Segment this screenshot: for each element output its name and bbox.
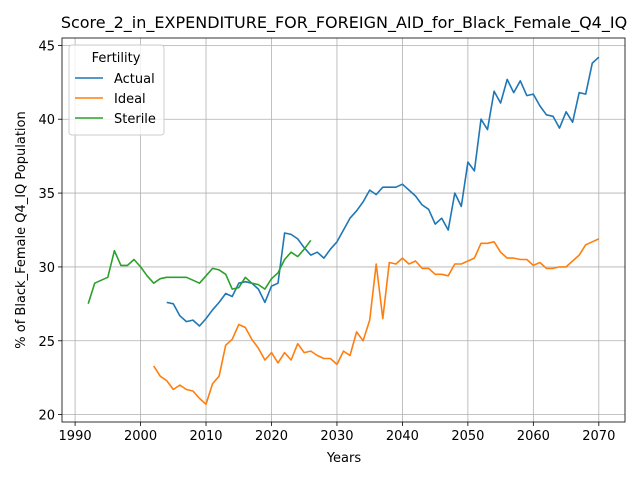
x-tick-label: 2070 [582,429,615,444]
series-layer [87,56,600,406]
y-axis-label: % of Black_Female Q4_IQ Population [14,111,29,348]
y-tick-label: 35 [38,187,55,202]
x-tick-label: 2000 [124,429,157,444]
legend-title: Fertility [92,51,141,66]
x-tick-label: 1990 [59,429,92,444]
x-tick-label: 2020 [255,429,288,444]
x-tick-label: 2040 [386,429,419,444]
chart-title: Score_2_in_EXPENDITURE_FOR_FOREIGN_AID_f… [61,13,627,33]
x-tick-label: 2030 [320,429,353,444]
x-axis: 1990 2000 2010 2020 2030 2040 2050 2060 2070 [59,422,615,444]
plot-frame [61,37,626,423]
y-tick-label: 40 [38,113,55,128]
series-line-ideal [153,238,600,406]
legend-box [68,44,165,136]
y-tick-label: 45 [38,39,55,54]
grid [62,38,625,422]
series-line-actual [166,56,600,327]
legend-label-actual: Actual [114,72,155,87]
legend-label-ideal: Ideal [114,92,146,107]
x-axis-label: Years [326,451,362,466]
x-tick-label: 2060 [517,429,550,444]
legend-entries: Actual Ideal Sterile [75,72,156,127]
legend: Fertility Actual Ideal Sterile [68,44,165,136]
y-axis: 20 25 30 35 40 45 [38,39,62,424]
series-line-sterile [87,239,312,305]
y-tick-label: 25 [38,335,55,350]
x-tick-label: 2010 [189,429,222,444]
legend-label-sterile: Sterile [114,112,156,127]
y-tick-label: 30 [38,261,55,276]
x-tick-label: 2050 [451,429,484,444]
y-tick-label: 20 [38,409,55,424]
